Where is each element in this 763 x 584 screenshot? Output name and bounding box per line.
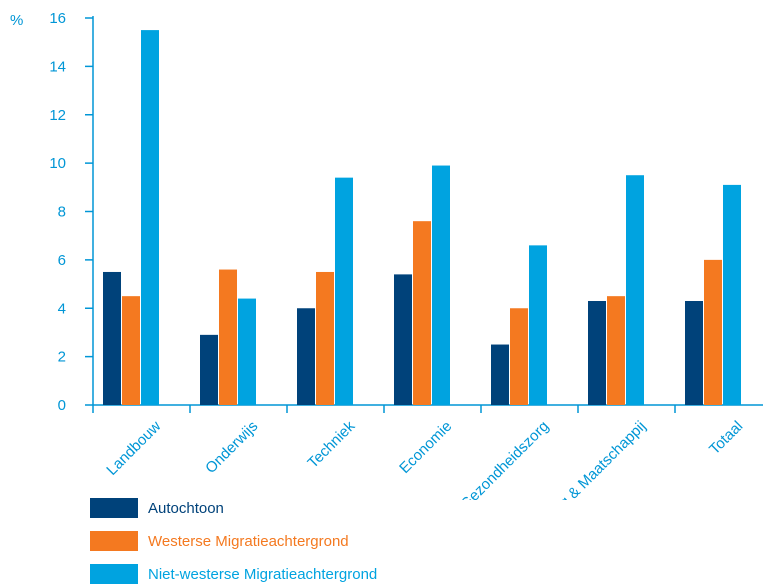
bar <box>626 175 644 405</box>
bar <box>238 298 256 405</box>
bar <box>219 269 237 405</box>
y-tick-label: 10 <box>49 155 66 172</box>
legend-item: Niet-westerse Migratieachtergrond <box>90 564 377 584</box>
legend-label: Westerse Migratieachtergrond <box>148 532 349 550</box>
bar <box>704 259 722 405</box>
bar <box>413 221 431 405</box>
bars <box>103 30 741 405</box>
bar <box>685 300 703 405</box>
bar <box>103 271 121 405</box>
x-tick-label: Gezondheidszorg <box>457 418 552 500</box>
bar <box>394 274 412 405</box>
y-tick-label: 4 <box>58 300 66 317</box>
y-axis: 0 2 4 6 8 10 12 14 16 <box>49 10 94 414</box>
legend-label: Autochtoon <box>148 499 224 517</box>
x-tick-label: Onderwijs <box>202 418 261 477</box>
bar <box>335 177 353 405</box>
x-tick-label: Landbouw <box>103 418 164 479</box>
legend-label: Niet-westerse Migratieachtergrond <box>148 565 378 583</box>
bar <box>432 165 450 405</box>
bar <box>122 296 140 405</box>
y-unit-label: % <box>10 12 23 29</box>
legend-item: Westerse Migratieachtergrond <box>90 531 349 551</box>
bar <box>297 308 315 405</box>
bar <box>200 334 218 405</box>
x-tick-label: Totaal <box>706 418 746 458</box>
bar <box>141 30 159 405</box>
bar <box>491 344 509 405</box>
x-axis <box>92 404 763 413</box>
y-tick-label: 0 <box>58 397 66 414</box>
bar <box>607 296 625 405</box>
bar <box>510 308 528 405</box>
y-tick-label: 16 <box>49 10 66 27</box>
y-tick-label: 14 <box>49 58 66 75</box>
y-tick-label: 8 <box>58 204 66 221</box>
y-tick-label: 2 <box>58 349 66 366</box>
bar <box>529 245 547 405</box>
x-tick-label: Techniek <box>304 417 358 471</box>
x-tick-label: Economie <box>396 418 455 477</box>
legend-swatch <box>90 564 138 584</box>
y-tick-label: 6 <box>58 252 66 269</box>
bar-chart: % 0 2 4 6 8 10 12 14 16 Landbouw Onderwijs Technie… <box>10 10 763 500</box>
legend-swatch <box>90 531 138 551</box>
legend-item: Autochtoon <box>90 498 224 518</box>
y-tick-label: 12 <box>49 107 66 124</box>
bar <box>723 184 741 405</box>
legend-swatch <box>90 498 138 518</box>
category-labels: Landbouw Onderwijs Techniek Economie Gezondh… <box>103 417 746 500</box>
bar <box>316 271 334 405</box>
bar <box>588 300 606 405</box>
